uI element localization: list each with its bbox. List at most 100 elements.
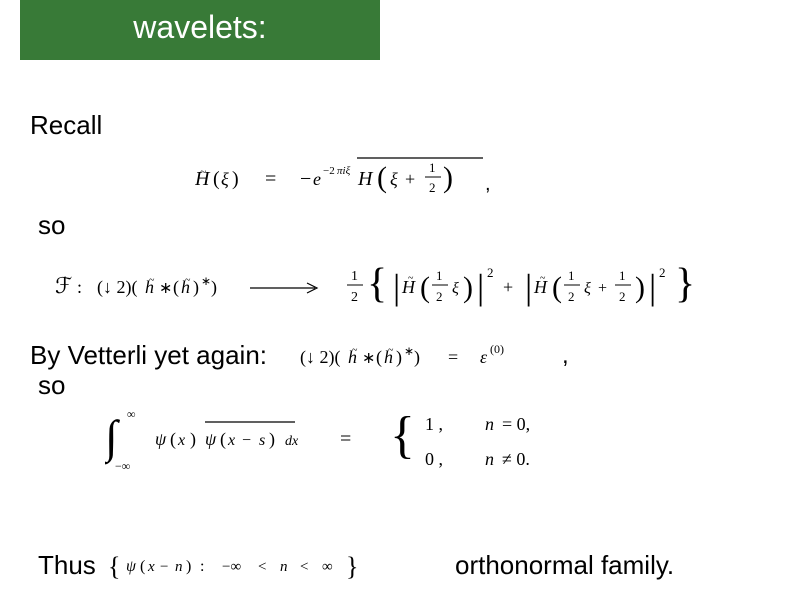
- recall-label: Recall: [30, 110, 102, 141]
- svg-text:≠ 0.: ≠ 0.: [502, 449, 530, 469]
- svg-text:2: 2: [487, 265, 494, 280]
- vetterli-label: By Vetterli yet again:: [30, 340, 267, 371]
- svg-text:∞: ∞: [322, 559, 333, 575]
- svg-text:n: n: [485, 414, 494, 434]
- svg-text:∗: ∗: [201, 274, 211, 288]
- svg-text:n: n: [485, 449, 494, 469]
- svg-text:−: −: [300, 168, 311, 190]
- svg-text:(: (: [552, 271, 562, 304]
- svg-text:= 0,: = 0,: [502, 414, 530, 434]
- eq-integral: ∫ ∞ −∞ ψ ( x ) ψ ( x − s ) dx = { 1 , n …: [105, 400, 705, 480]
- svg-text:n: n: [280, 559, 288, 575]
- svg-text:(0): (0): [490, 342, 504, 356]
- svg-text:ℱ: ℱ: [55, 273, 72, 298]
- svg-text:−∞: −∞: [222, 559, 241, 575]
- svg-text:H: H: [357, 168, 374, 190]
- svg-text:h: h: [348, 347, 357, 367]
- svg-text:): ): [211, 277, 217, 298]
- svg-text:): ): [193, 277, 199, 298]
- svg-text:x: x: [147, 559, 155, 575]
- svg-text:|: |: [525, 267, 532, 307]
- svg-text:(: (: [173, 277, 179, 298]
- svg-text:∞: ∞: [127, 407, 136, 421]
- svg-text:1: 1: [619, 268, 626, 283]
- so-label-2: so: [38, 370, 65, 401]
- svg-text:(: (: [420, 271, 430, 304]
- svg-text:ξ: ξ: [390, 169, 398, 189]
- svg-text:e: e: [313, 169, 321, 189]
- svg-text:H: H: [195, 168, 211, 190]
- svg-text:h: h: [145, 277, 154, 297]
- eq-set: { ψ ( x − n ) : −∞ < n < ∞ }: [108, 545, 448, 585]
- svg-text:): ): [269, 429, 275, 450]
- svg-text:H: H: [401, 277, 416, 297]
- svg-text:n: n: [175, 559, 183, 575]
- eq-h-tilde: ~ H ( ξ ) = − e −2 πiξ H ( ξ + 1 2 ) ,: [195, 150, 595, 200]
- svg-text:ψ: ψ: [205, 429, 217, 449]
- svg-text:2: 2: [429, 180, 436, 195]
- comma-1: ,: [562, 342, 569, 370]
- eq-fourier-map: ℱ : (↓ 2)( ~ h ∗ ( ~ h ) ∗ ) 1 2 { | ~ H…: [55, 255, 795, 315]
- svg-text:|: |: [393, 267, 400, 307]
- svg-text:H: H: [533, 277, 548, 297]
- svg-text:}: }: [675, 261, 695, 307]
- svg-text:∗: ∗: [159, 280, 172, 297]
- svg-text:0 ,: 0 ,: [425, 449, 443, 469]
- svg-text:=: =: [340, 428, 351, 450]
- svg-text:dx: dx: [285, 434, 299, 449]
- svg-text:h: h: [384, 347, 393, 367]
- svg-text:∗: ∗: [362, 350, 375, 367]
- svg-text:}: }: [346, 552, 358, 581]
- svg-text:2: 2: [619, 289, 626, 304]
- svg-text:1 ,: 1 ,: [425, 414, 443, 434]
- svg-text:ψ: ψ: [155, 429, 167, 449]
- svg-text:πiξ: πiξ: [337, 165, 351, 177]
- svg-text:∗: ∗: [404, 344, 414, 358]
- svg-text:): ): [232, 168, 239, 190]
- svg-text:(: (: [170, 429, 176, 450]
- title-text: wavelets:: [133, 9, 266, 45]
- svg-text:+: +: [503, 277, 513, 297]
- svg-text:2: 2: [659, 265, 666, 280]
- svg-text:∫: ∫: [105, 411, 120, 465]
- so-label-1: so: [38, 210, 65, 241]
- svg-text:2: 2: [436, 289, 443, 304]
- svg-text:1: 1: [429, 160, 436, 175]
- svg-text:|: |: [477, 267, 484, 307]
- svg-text:2: 2: [568, 289, 575, 304]
- svg-text:(: (: [220, 429, 226, 450]
- svg-text:1: 1: [568, 268, 575, 283]
- svg-text:(: (: [377, 161, 387, 194]
- svg-text:(↓ 2)(: (↓ 2)(: [300, 347, 340, 368]
- svg-text:(: (: [140, 558, 145, 575]
- eq-vetterli-rhs: (↓ 2)( ~ h ∗ ( ~ h ) ∗ ) = ε (0): [300, 335, 570, 375]
- svg-text:ξ: ξ: [452, 280, 459, 297]
- svg-text:{: {: [108, 552, 120, 581]
- svg-text:): ): [396, 347, 402, 368]
- svg-text:=: =: [448, 347, 458, 367]
- svg-text:): ): [186, 558, 191, 575]
- title-box: wavelets:: [20, 0, 380, 60]
- svg-text:1: 1: [351, 269, 358, 284]
- svg-text:{: {: [390, 407, 415, 464]
- svg-text::: :: [200, 558, 204, 575]
- svg-text:ε: ε: [480, 347, 488, 367]
- svg-text:−∞: −∞: [115, 459, 130, 473]
- svg-text:): ): [190, 429, 196, 450]
- svg-text:): ): [443, 161, 453, 194]
- svg-text:+: +: [598, 280, 607, 297]
- svg-text:−: −: [160, 559, 168, 575]
- svg-text:ψ: ψ: [126, 558, 137, 575]
- svg-text:x: x: [227, 432, 235, 449]
- svg-text:): ): [414, 347, 420, 368]
- svg-text:h: h: [181, 277, 190, 297]
- svg-text:1: 1: [436, 268, 443, 283]
- svg-text:<: <: [300, 559, 308, 575]
- svg-text::: :: [77, 277, 82, 297]
- svg-text:): ): [635, 271, 645, 304]
- svg-text:,: ,: [485, 173, 491, 195]
- svg-text:): ): [463, 271, 473, 304]
- svg-text:+: +: [405, 169, 415, 189]
- svg-text:(↓ 2)(: (↓ 2)(: [97, 277, 137, 298]
- svg-text:−2: −2: [323, 165, 335, 177]
